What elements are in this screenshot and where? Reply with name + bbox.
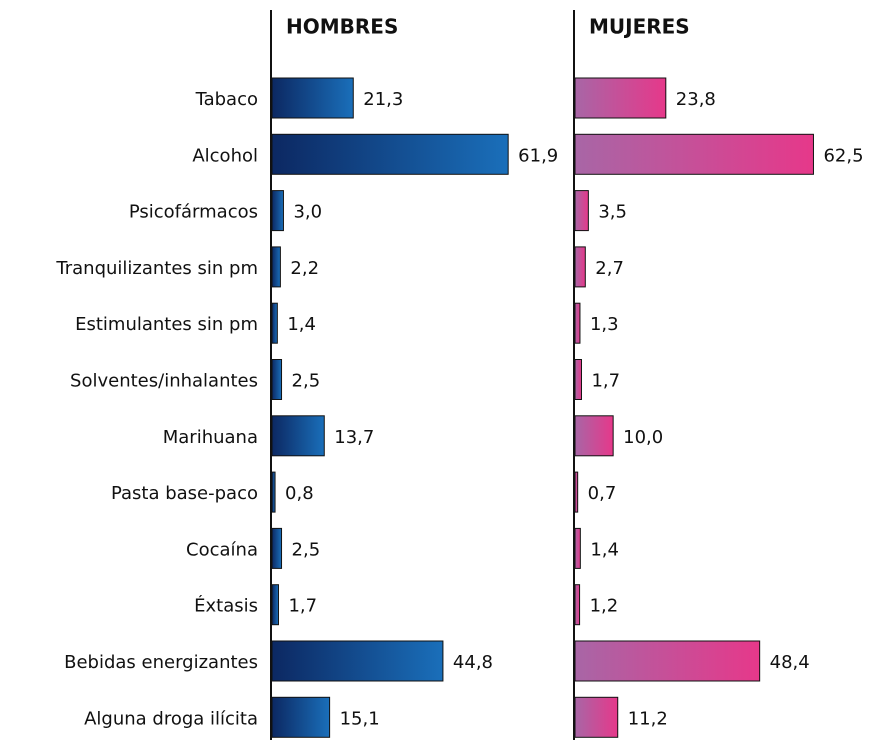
bar bbox=[574, 696, 619, 738]
value-label: 2,7 bbox=[595, 258, 624, 279]
bar bbox=[271, 302, 278, 344]
bar bbox=[574, 527, 581, 569]
value-label: 3,5 bbox=[598, 202, 627, 223]
value-label: 1,7 bbox=[591, 371, 620, 392]
value-label: 23,8 bbox=[676, 89, 716, 110]
value-label: 1,4 bbox=[590, 539, 619, 560]
bar bbox=[271, 77, 354, 119]
value-label: 21,3 bbox=[363, 89, 403, 110]
bar bbox=[271, 471, 276, 513]
bar bbox=[271, 359, 283, 400]
bar bbox=[271, 696, 331, 738]
bar bbox=[574, 359, 582, 400]
bar bbox=[271, 527, 283, 569]
bar bbox=[574, 302, 581, 344]
value-label: 62,5 bbox=[823, 145, 863, 166]
bar bbox=[271, 584, 279, 626]
bar bbox=[271, 190, 284, 232]
value-label: 13,7 bbox=[334, 427, 374, 448]
bar bbox=[574, 77, 667, 119]
bar bbox=[574, 133, 814, 175]
bar bbox=[574, 640, 761, 682]
value-label: 15,1 bbox=[340, 708, 380, 729]
bar bbox=[574, 415, 614, 457]
category-label: Solventes/inhalantes bbox=[70, 371, 258, 392]
bar bbox=[574, 471, 579, 513]
value-label: 0,8 bbox=[285, 483, 314, 504]
bar bbox=[574, 584, 581, 626]
value-label: 1,2 bbox=[590, 596, 619, 617]
series-title: HOMBRES bbox=[286, 15, 398, 39]
bar bbox=[271, 415, 325, 457]
series-title: MUJERES bbox=[589, 15, 690, 39]
category-label: Éxtasis bbox=[194, 595, 258, 617]
value-label: 11,2 bbox=[628, 708, 668, 729]
value-label: 1,7 bbox=[288, 596, 317, 617]
value-label: 3,0 bbox=[293, 202, 322, 223]
category-label: Tabaco bbox=[195, 89, 258, 110]
category-label: Pasta base-paco bbox=[111, 483, 258, 504]
category-label: Alguna droga ilícita bbox=[84, 708, 258, 729]
bar bbox=[574, 190, 589, 232]
value-label: 10,0 bbox=[623, 427, 663, 448]
category-label: Alcohol bbox=[192, 145, 258, 166]
category-label: Estimulantes sin pm bbox=[75, 314, 258, 335]
value-label: 48,4 bbox=[770, 652, 810, 673]
bar bbox=[574, 246, 586, 288]
bar bbox=[271, 133, 509, 175]
value-label: 0,7 bbox=[588, 483, 617, 504]
category-label: Tranquilizantes sin pm bbox=[55, 258, 258, 279]
category-label: Marihuana bbox=[163, 427, 258, 448]
category-label: Psicofármacos bbox=[129, 202, 258, 223]
value-label: 1,4 bbox=[287, 314, 316, 335]
bar bbox=[271, 246, 281, 288]
value-label: 44,8 bbox=[453, 652, 493, 673]
value-label: 1,3 bbox=[590, 314, 619, 335]
value-label: 2,2 bbox=[290, 258, 319, 279]
category-label: Bebidas energizantes bbox=[64, 652, 258, 673]
value-label: 61,9 bbox=[518, 145, 558, 166]
category-label: Cocaína bbox=[186, 539, 258, 560]
bar bbox=[271, 640, 444, 682]
value-label: 2,5 bbox=[292, 539, 321, 560]
value-label: 2,5 bbox=[292, 371, 321, 392]
